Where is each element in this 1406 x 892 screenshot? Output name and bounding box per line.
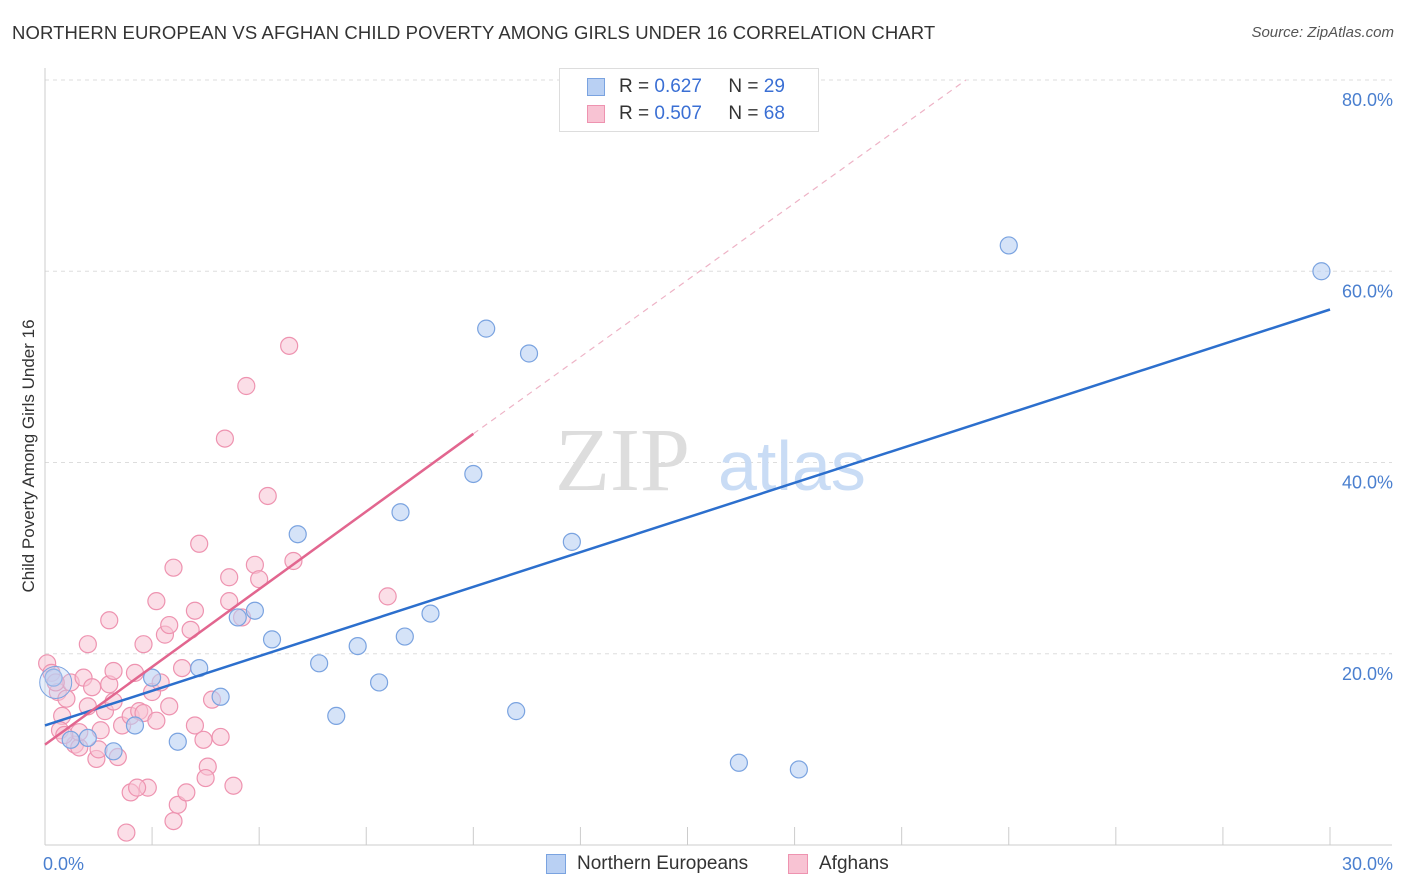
afghans-trend-line <box>44 432 475 746</box>
afghans-point <box>224 776 243 795</box>
northern-europeans-point <box>477 319 496 338</box>
northern-europeans-cluster <box>39 665 73 699</box>
afghans-point <box>258 486 277 506</box>
source-label: Source: ZipAtlas.com <box>1251 24 1394 41</box>
northern-europeans-point <box>327 706 346 726</box>
afghans-trend-extension <box>472 79 967 435</box>
northern-europeans-point <box>519 344 539 363</box>
northern-europeans-points <box>39 236 1331 779</box>
northern-europeans-point <box>562 532 581 551</box>
afghans-point <box>78 635 97 654</box>
legend: R = 0.627 N = 29 R = 0.507 N = 68 <box>559 68 819 132</box>
northern-europeans-point <box>507 702 526 721</box>
northern-europeans-point <box>228 608 247 627</box>
tick-labels: 20.0% 40.0% 60.0% 80.0% 0.0% 30.0% <box>43 90 1393 874</box>
bottom-legend-afghans: Afghans <box>788 851 889 877</box>
northern-europeans-point <box>999 236 1018 255</box>
axes <box>44 68 1392 846</box>
northern-europeans-point <box>262 630 282 649</box>
y-axis-label: Child Poverty Among Girls Under 16 <box>19 319 38 592</box>
afghans-point <box>237 376 256 396</box>
x-tick-label: 30.0% <box>1342 854 1393 874</box>
y-tick-label: 60.0% <box>1342 281 1393 301</box>
afghans-point <box>177 783 196 802</box>
afghans-point <box>194 730 213 749</box>
legend-r-value: 0.507 <box>654 102 702 124</box>
afghans-point <box>164 811 183 831</box>
afghans-point <box>211 727 230 747</box>
afghans-point <box>127 778 147 797</box>
legend-r-value: 0.627 <box>654 75 702 97</box>
northern-europeans-point <box>421 604 440 623</box>
legend-n-label: N = <box>728 102 759 124</box>
legend-n-value: 68 <box>763 102 785 124</box>
northern-europeans-point <box>125 716 145 735</box>
watermark-atlas: atlas <box>718 427 866 505</box>
afghans-point <box>160 615 179 635</box>
afghans-point <box>104 661 123 681</box>
afghans-point <box>134 635 153 654</box>
legend-n-label: N = <box>728 75 759 97</box>
northern-europeans-point <box>310 654 329 673</box>
northern-europeans-point <box>78 728 97 748</box>
northern-europeans-point <box>44 668 63 687</box>
afghans-point <box>147 592 166 611</box>
trend-lines <box>44 79 1331 746</box>
legend-swatch-blue <box>587 77 605 96</box>
y-tick-label: 20.0% <box>1342 664 1393 684</box>
northern-europeans-point <box>729 753 749 772</box>
legend-row-northern-europeans: R = 0.627 N = 29 <box>560 73 785 100</box>
afghans-point <box>280 336 299 355</box>
northern-europeans-point <box>142 668 162 687</box>
northern-europeans-point <box>104 742 123 761</box>
northern-europeans-point <box>245 601 264 620</box>
afghans-point <box>215 429 234 448</box>
northern-europeans-point <box>168 732 187 751</box>
northern-europeans-point <box>789 760 808 779</box>
bottom-legend-swatch-pink <box>788 854 808 874</box>
northern-europeans-point <box>391 503 410 522</box>
afghans-point <box>168 795 187 814</box>
northern-europeans-point <box>288 525 307 544</box>
northern-europeans-point <box>395 627 414 646</box>
afghans-point <box>117 823 136 842</box>
afghans-point <box>172 658 192 678</box>
legend-r-label: R = <box>619 102 650 124</box>
afghans-point <box>164 558 183 577</box>
afghans-point <box>100 611 119 630</box>
legend-swatch-pink <box>587 104 605 123</box>
afghans-point <box>284 551 303 571</box>
northern-europeans-point <box>211 687 230 706</box>
bottom-legend-label: Northern Europeans <box>577 853 749 874</box>
bottom-legend-label: Afghans <box>819 853 889 874</box>
x-tick-label: 0.0% <box>43 854 84 874</box>
northern-europeans-trend-line <box>44 308 1331 727</box>
chart-title: NORTHERN EUROPEAN VS AFGHAN CHILD POVERT… <box>12 22 936 43</box>
afghans-point <box>185 716 205 735</box>
northern-europeans-point <box>370 673 389 692</box>
legend-row-afghans: R = 0.507 N = 68 <box>560 100 785 127</box>
afghans-point <box>196 768 215 788</box>
afghans-point <box>147 711 166 730</box>
y-tick-label: 40.0% <box>1342 473 1393 493</box>
afghans-point <box>83 678 102 697</box>
afghans-points <box>38 336 397 842</box>
bottom-legend-swatch-blue <box>546 854 566 874</box>
afghans-point <box>190 534 209 553</box>
watermark-zip: ZIP <box>555 411 690 510</box>
afghans-point <box>160 697 179 716</box>
northern-europeans-point <box>464 464 483 484</box>
bottom-legend-northern-europeans: Northern Europeans <box>546 851 748 877</box>
northern-europeans-point <box>348 636 367 656</box>
legend-n-value: 29 <box>763 75 785 97</box>
northern-europeans-point <box>1312 262 1331 281</box>
y-tick-label: 80.0% <box>1342 90 1393 110</box>
legend-r-label: R = <box>619 75 650 97</box>
afghans-point <box>220 568 239 587</box>
afghans-point <box>185 601 205 620</box>
afghans-point <box>378 587 397 606</box>
northern-europeans-point <box>61 730 80 749</box>
